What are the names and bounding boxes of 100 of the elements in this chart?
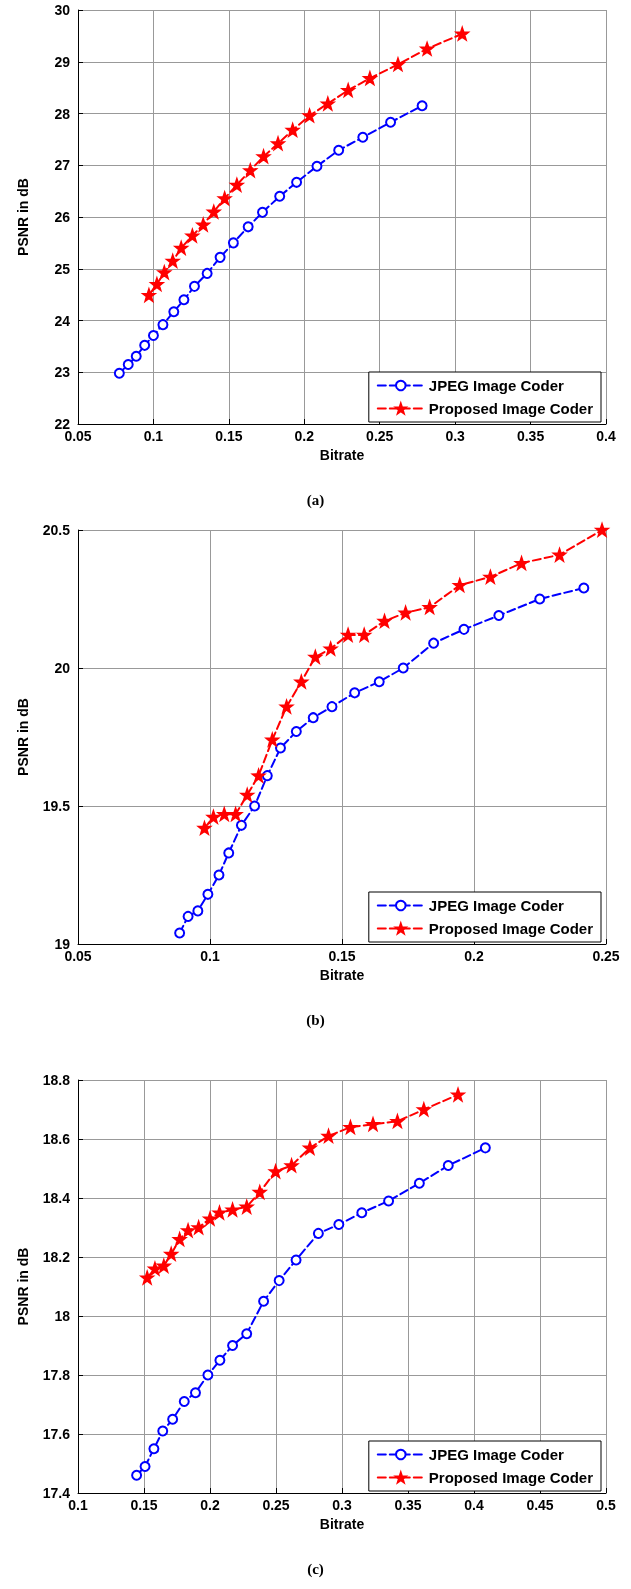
text: (b): [306, 1011, 325, 1029]
x-tick-label: 0.45: [526, 1497, 554, 1513]
x-tick-label: 0.25: [366, 428, 394, 444]
point: [157, 1425, 169, 1437]
y-tick-label: 20.5: [42, 522, 71, 538]
point: [192, 905, 204, 917]
point: [326, 701, 338, 713]
y-tick-label: 18: [54, 1308, 71, 1324]
point: [595, 523, 609, 537]
point: [216, 805, 231, 823]
x-tick-label: 0.15: [328, 948, 356, 964]
x-tick-label: 0.1: [200, 948, 220, 964]
point: [202, 1369, 214, 1381]
x-tick-label: 0.35: [516, 428, 545, 444]
point: [178, 294, 190, 306]
point: [131, 1469, 143, 1481]
point: [442, 1160, 454, 1172]
point: [265, 733, 279, 747]
y-tick-label: 23: [54, 364, 71, 381]
x-tick-label: 0.25: [262, 1497, 290, 1513]
y-axis-title: PSNR in dB: [15, 178, 31, 256]
point: [312, 1227, 324, 1239]
point: [257, 206, 268, 218]
point: [578, 582, 590, 594]
point: [303, 109, 317, 123]
x-tick-label: 0.2: [294, 428, 315, 444]
point: [157, 1259, 171, 1273]
point: [397, 662, 409, 674]
point: [174, 927, 186, 939]
legend-label: Proposed Image Coder: [428, 400, 594, 417]
y-tick-label: 17.6: [42, 1426, 71, 1442]
point: [168, 306, 180, 318]
point: [333, 144, 345, 156]
point: [242, 221, 254, 233]
x-tick-label: 0.25: [592, 948, 620, 964]
point: [252, 769, 266, 783]
point: [280, 700, 294, 714]
y-tick-label: 18.4: [42, 1190, 71, 1206]
point: [311, 160, 323, 172]
y-tick-label: 18.8: [42, 1072, 71, 1088]
y-tick-label: 17.8: [42, 1367, 71, 1383]
point: [181, 1223, 195, 1237]
point: [178, 1396, 190, 1408]
y-tick-label: 27: [54, 157, 71, 174]
point: [167, 1413, 179, 1425]
point: [223, 847, 235, 859]
point: [202, 888, 214, 900]
x-tick-label: 0.35: [394, 1497, 422, 1513]
point: [383, 1195, 395, 1207]
point: [307, 712, 319, 724]
point: [201, 267, 213, 279]
legend-label: JPEG Image Coder: [428, 377, 564, 394]
point: [275, 742, 286, 754]
point: [274, 190, 286, 202]
point: [285, 1159, 299, 1173]
point: [479, 1142, 491, 1154]
point: [214, 251, 226, 263]
point: [241, 1328, 253, 1340]
point: [189, 1387, 201, 1399]
point: [122, 358, 134, 370]
point: [416, 100, 428, 112]
point: [203, 1212, 217, 1226]
y-tick-label: 24: [54, 312, 71, 329]
point: [139, 339, 151, 351]
point: [269, 1164, 283, 1178]
point: [294, 675, 308, 689]
point: [113, 367, 125, 379]
point: [357, 131, 369, 143]
point: [240, 1200, 254, 1214]
point: [207, 205, 221, 219]
x-tick-label: 0.4: [464, 1497, 484, 1513]
x-axis-title: Bitrate: [319, 967, 365, 983]
point: [258, 1295, 270, 1307]
point: [240, 788, 254, 802]
point: [385, 116, 397, 128]
point: [458, 623, 470, 635]
y-tick-label: 28: [54, 105, 71, 122]
y-tick-label: 20: [54, 660, 71, 676]
legend-label: JPEG Image Coder: [428, 897, 564, 914]
point: [391, 57, 405, 71]
point: [185, 229, 199, 243]
point: [213, 1206, 226, 1220]
point: [333, 1219, 345, 1231]
point: [308, 650, 322, 664]
point: [130, 350, 142, 362]
point: [451, 576, 467, 594]
point: [257, 149, 271, 163]
point: [226, 1203, 240, 1217]
point: [139, 1460, 151, 1472]
y-axis-title: PSNR in dB: [15, 698, 31, 776]
legend-label: Proposed Image Coder: [428, 920, 594, 937]
x-tick-label: 0.3: [332, 1497, 352, 1513]
point: [303, 1141, 317, 1155]
y-tick-label: 29: [54, 53, 71, 70]
y-tick-label: 26: [54, 209, 71, 225]
x-tick-label: 0.1: [68, 1497, 88, 1513]
point: [218, 191, 232, 205]
point: [493, 610, 505, 622]
point: [553, 548, 567, 562]
x-tick-label: 0.1: [143, 428, 164, 444]
